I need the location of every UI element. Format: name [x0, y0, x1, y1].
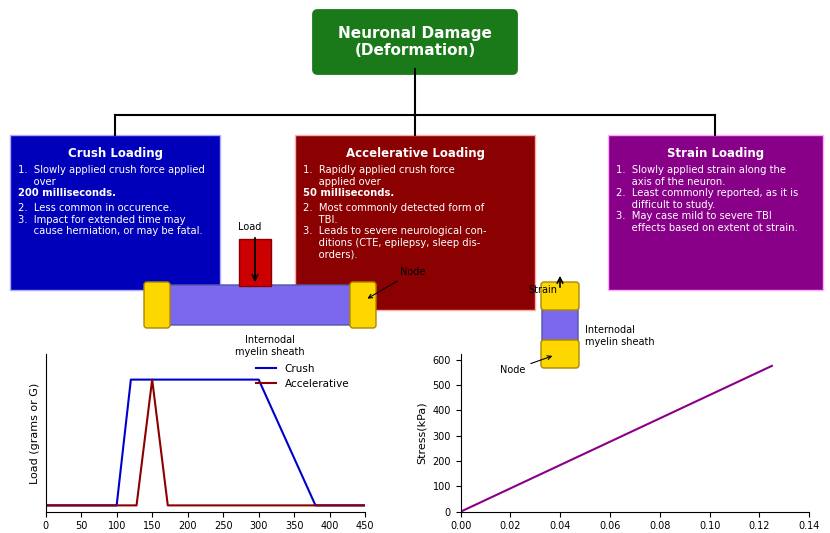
- FancyBboxPatch shape: [350, 282, 376, 328]
- Crush: [112, 502, 122, 508]
- Accelerative: [360, 502, 370, 508]
- FancyBboxPatch shape: [314, 11, 516, 74]
- FancyBboxPatch shape: [144, 282, 170, 328]
- Text: 1.  Slowly applied crush force applied
     over: 1. Slowly applied crush force applied ov…: [18, 165, 205, 187]
- Text: Strain: Strain: [528, 285, 557, 295]
- Text: Internodal
myelin sheath: Internodal myelin sheath: [235, 335, 305, 357]
- Crush: [254, 376, 264, 383]
- FancyBboxPatch shape: [10, 135, 220, 290]
- Text: Node: Node: [369, 267, 426, 298]
- FancyBboxPatch shape: [542, 299, 578, 351]
- Accelerative: [132, 502, 142, 508]
- Legend: Crush, Accelerative: Crush, Accelerative: [251, 360, 354, 393]
- Text: 50 milliseconds.: 50 milliseconds.: [303, 188, 394, 198]
- Text: 200 milliseconds.: 200 milliseconds.: [18, 188, 116, 198]
- Accelerative: [163, 502, 173, 508]
- Accelerative: [147, 376, 157, 383]
- Text: Neuronal Damage
(Deformation): Neuronal Damage (Deformation): [338, 26, 492, 58]
- Text: Accelerative Loading: Accelerative Loading: [345, 147, 485, 160]
- Crush: [360, 502, 370, 508]
- Crush: [126, 376, 136, 383]
- Crush: [310, 502, 320, 508]
- FancyBboxPatch shape: [608, 135, 823, 290]
- Text: Strain Loading: Strain Loading: [667, 147, 764, 160]
- Line: Crush: Crush: [46, 379, 365, 505]
- Line: Accelerative: Accelerative: [46, 379, 365, 505]
- Text: 1.  Slowly applied strain along the
     axis of the neuron.
2.  Least commonly : 1. Slowly applied strain along the axis …: [616, 165, 798, 233]
- FancyBboxPatch shape: [541, 340, 579, 368]
- FancyBboxPatch shape: [295, 135, 535, 310]
- FancyBboxPatch shape: [541, 282, 579, 310]
- Text: 2.  Most commonly detected form of
     TBI.
3.  Leads to severe neurological co: 2. Most commonly detected form of TBI. 3…: [303, 203, 486, 260]
- Text: Crush Loading: Crush Loading: [67, 147, 163, 160]
- Crush: [41, 502, 51, 508]
- Text: Node: Node: [500, 356, 551, 375]
- Text: 1.  Rapidly applied crush force
     applied over: 1. Rapidly applied crush force applied o…: [303, 165, 455, 187]
- FancyBboxPatch shape: [239, 239, 271, 286]
- Text: Internodal
myelin sheath: Internodal myelin sheath: [585, 325, 655, 346]
- FancyBboxPatch shape: [160, 285, 360, 325]
- Text: Load: Load: [238, 222, 261, 232]
- Y-axis label: Stress(kPa): Stress(kPa): [417, 402, 427, 464]
- Y-axis label: Load (grams or G): Load (grams or G): [30, 383, 40, 483]
- Accelerative: [41, 502, 51, 508]
- Text: 2.  Less common in occurence.
3.  Impact for extended time may
     cause hernia: 2. Less common in occurence. 3. Impact f…: [18, 203, 203, 236]
